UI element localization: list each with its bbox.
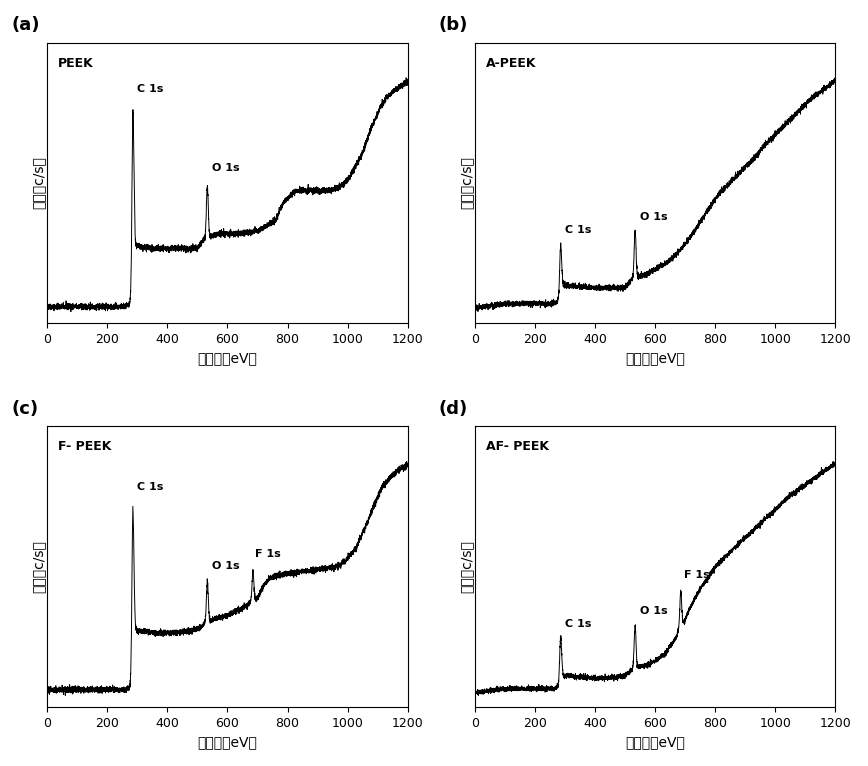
Y-axis label: 强度（c/s）: 强度（c/s） — [32, 156, 46, 209]
Y-axis label: 强度（c/s）: 强度（c/s） — [459, 156, 474, 209]
X-axis label: 结合能（eV）: 结合能（eV） — [625, 352, 685, 365]
X-axis label: 结合能（eV）: 结合能（eV） — [198, 735, 258, 749]
Text: O 1s: O 1s — [212, 561, 240, 571]
Text: C 1s: C 1s — [565, 225, 591, 235]
Text: C 1s: C 1s — [565, 619, 591, 629]
Text: F 1s: F 1s — [684, 570, 709, 580]
Text: F- PEEK: F- PEEK — [58, 440, 111, 453]
Text: F 1s: F 1s — [255, 548, 281, 558]
Text: O 1s: O 1s — [640, 607, 667, 617]
Text: C 1s: C 1s — [137, 482, 164, 492]
Text: (a): (a) — [11, 16, 40, 34]
X-axis label: 结合能（eV）: 结合能（eV） — [625, 735, 685, 749]
Text: A-PEEK: A-PEEK — [486, 57, 536, 70]
Y-axis label: 强度（c/s）: 强度（c/s） — [32, 540, 46, 593]
Text: PEEK: PEEK — [58, 57, 94, 70]
Text: O 1s: O 1s — [640, 211, 667, 221]
Text: AF- PEEK: AF- PEEK — [486, 440, 549, 453]
Text: (d): (d) — [439, 400, 468, 418]
Text: C 1s: C 1s — [137, 84, 164, 94]
Text: O 1s: O 1s — [212, 162, 240, 172]
X-axis label: 结合能（eV）: 结合能（eV） — [198, 352, 258, 365]
Y-axis label: 强度（c/s）: 强度（c/s） — [459, 540, 474, 593]
Text: (c): (c) — [11, 400, 38, 418]
Text: (b): (b) — [439, 16, 469, 34]
